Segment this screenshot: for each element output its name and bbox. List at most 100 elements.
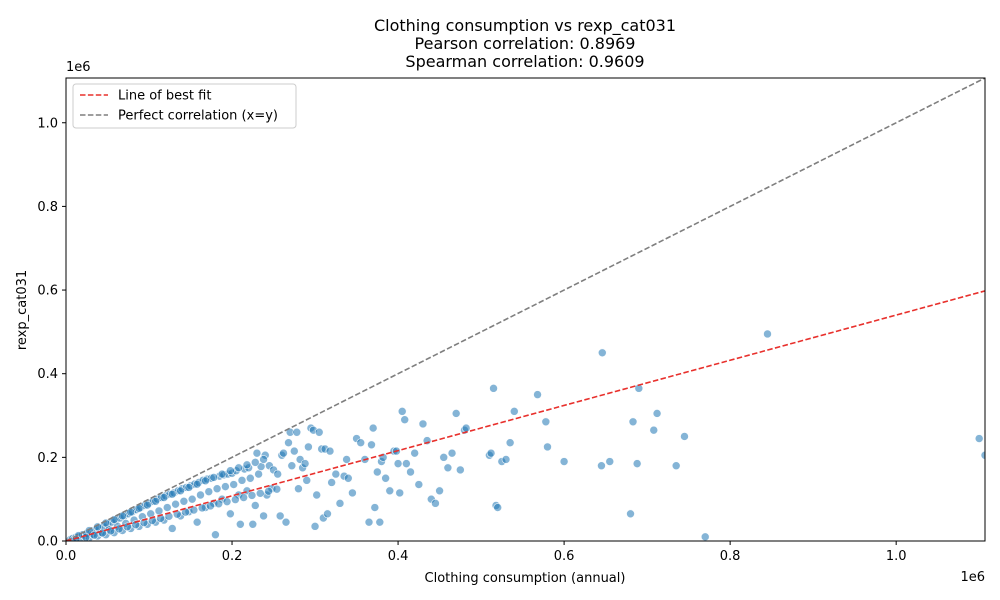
data-point [272,484,282,494]
data-point [632,459,642,468]
data-point [327,478,336,487]
data-point [375,517,385,527]
data-point [628,417,638,427]
data-point [184,483,194,492]
data-point [763,329,772,339]
data-point [486,448,496,458]
data-point [81,532,91,541]
data-point [435,486,444,496]
x-tick-label: 0.0 [56,549,77,564]
data-point [196,490,205,500]
data-point [209,473,219,482]
data-point [364,517,374,527]
data-point [287,461,297,471]
data-point [418,419,428,429]
data-point [447,448,457,458]
data-point [626,509,635,519]
data-point [134,504,144,513]
data-point [342,455,351,464]
data-point [226,509,235,519]
identity-line [66,78,985,541]
data-point [171,499,180,509]
data-point [126,507,136,517]
data-point [310,522,320,531]
data-point [302,476,312,485]
data-point [226,466,235,476]
x-tick-label: 1.0 [886,549,907,564]
data-point [385,486,395,496]
data-point [406,467,415,477]
data-point [284,438,293,448]
data-point [264,486,273,496]
data-point [335,499,345,508]
data-point [189,505,199,515]
data-point [131,520,141,529]
data-point [323,509,332,519]
y-axis-offset-label: 1e6 [66,60,91,75]
data-point [229,480,238,489]
data-point [597,461,606,471]
y-tick-label: 0.2 [37,451,58,466]
data-point [456,465,465,475]
data-point [255,489,265,498]
data-point [348,488,357,498]
data-point [206,501,215,511]
data-point [279,448,288,458]
data-point [410,448,419,458]
data-point [381,473,390,483]
x-tick-label: 0.6 [554,549,575,564]
data-point [212,484,222,494]
data-point [192,479,202,489]
data-point [400,415,410,425]
data-point [231,495,240,504]
data-point [187,494,197,504]
data-point [204,487,214,496]
data-points [66,329,985,541]
data-point [247,491,257,500]
data-point [649,425,659,435]
data-point [254,469,263,479]
data-point [294,484,303,494]
data-point [143,500,152,510]
data-point [439,453,449,462]
data-point [250,501,260,510]
data-point [397,407,407,416]
x-tick-label: 0.4 [388,549,409,564]
data-point [221,482,230,491]
data-point [356,438,366,448]
x-axis-offset-label: 1e6 [960,570,985,585]
data-point [671,461,681,471]
data-point [368,423,378,433]
data-point [151,496,160,506]
data-point [123,522,132,532]
data-point [414,480,424,489]
data-point [312,490,322,500]
data-point [252,448,262,458]
data-point [431,499,440,508]
data-point [395,488,405,498]
data-point [597,348,607,358]
x-axis-ticks: 0.0 0.2 0.4 0.6 0.8 1.0 [56,541,907,564]
data-point [250,458,260,467]
data-point [159,493,169,502]
data-point [443,463,453,473]
data-point [533,390,542,399]
data-point [239,493,248,502]
data-point [167,489,177,499]
data-point [109,515,119,524]
data-point [246,473,255,483]
y-axis-ticks: 0.0 0.2 0.4 0.6 0.8 1.0 [37,116,66,550]
data-point [331,469,341,479]
data-point [980,450,985,460]
data-point [300,459,310,468]
data-point [304,442,313,452]
data-point [505,438,515,448]
data-point [242,460,252,470]
y-tick-label: 1.0 [37,116,58,131]
data-point [700,532,710,541]
data-point [393,459,403,468]
data-point [974,434,984,443]
data-point [201,476,210,486]
chart-title-line-2: Pearson correlation: 0.8969 [415,34,636,53]
